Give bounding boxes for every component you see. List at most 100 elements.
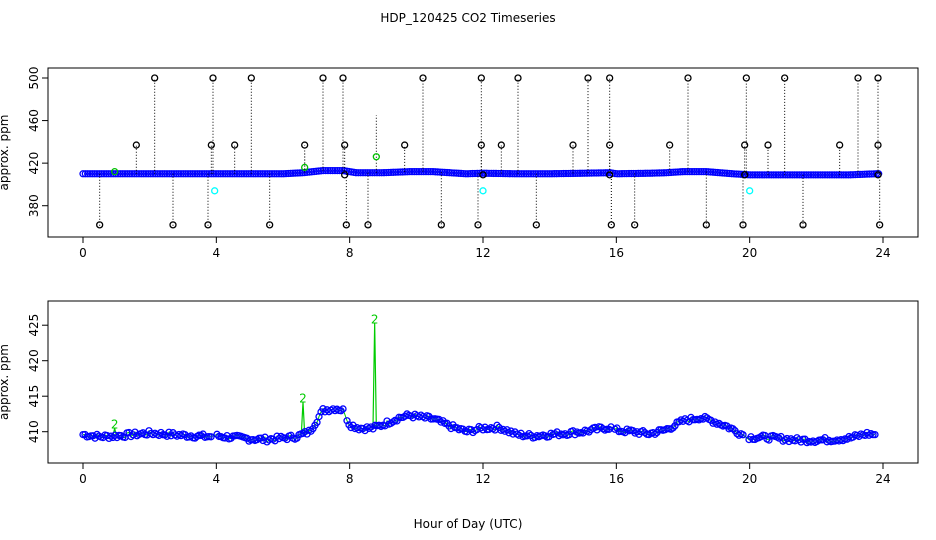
data-point bbox=[438, 168, 446, 176]
data-point bbox=[182, 170, 190, 178]
data-point bbox=[483, 169, 491, 177]
data-point bbox=[259, 170, 267, 178]
data-point bbox=[420, 168, 428, 176]
outlier-point bbox=[479, 171, 487, 179]
outlier-point bbox=[437, 221, 445, 229]
outlier-point bbox=[132, 141, 140, 149]
data-point bbox=[685, 418, 693, 426]
data-point bbox=[119, 170, 127, 178]
y-axis-label: approx. ppm bbox=[0, 115, 11, 191]
data-point bbox=[191, 170, 199, 178]
data-point bbox=[464, 170, 472, 178]
data-point bbox=[676, 168, 684, 176]
data-point bbox=[163, 170, 171, 178]
outlier-point bbox=[606, 141, 614, 149]
data-point bbox=[588, 169, 596, 177]
data-point bbox=[630, 169, 638, 178]
data-point bbox=[744, 171, 752, 179]
outlier-point bbox=[607, 221, 615, 229]
data-point bbox=[520, 170, 528, 178]
data-point bbox=[382, 168, 390, 177]
data-point bbox=[410, 168, 418, 176]
data-point bbox=[296, 169, 304, 177]
outlier-point bbox=[301, 163, 309, 172]
data-point bbox=[651, 169, 659, 177]
data-point bbox=[555, 169, 563, 178]
outlier-point bbox=[341, 141, 349, 149]
data-point bbox=[721, 169, 729, 177]
data-point bbox=[207, 433, 215, 441]
data-point bbox=[821, 171, 829, 179]
data-point bbox=[525, 430, 533, 438]
data-point bbox=[497, 169, 505, 178]
data-point bbox=[814, 171, 822, 179]
data-point bbox=[683, 168, 691, 176]
x-tick-label: 0 bbox=[79, 472, 87, 486]
data-point bbox=[637, 169, 645, 178]
data-points: 2 2 2 bbox=[79, 313, 879, 447]
data-point bbox=[798, 171, 806, 179]
outlier-point bbox=[746, 187, 754, 195]
data-point bbox=[809, 171, 817, 179]
data-point bbox=[760, 171, 768, 179]
data-point bbox=[865, 170, 873, 178]
data-point bbox=[697, 168, 705, 176]
data-point bbox=[105, 170, 113, 178]
data-point bbox=[128, 170, 136, 178]
x-tick-label: 24 bbox=[875, 472, 890, 486]
data-point bbox=[228, 170, 236, 178]
data-point bbox=[126, 170, 134, 178]
data-point bbox=[240, 170, 248, 178]
data-point bbox=[770, 171, 778, 179]
data-point bbox=[553, 170, 561, 178]
data-point bbox=[639, 169, 647, 178]
outlier-point bbox=[741, 141, 749, 149]
data-point bbox=[718, 169, 726, 177]
data-point bbox=[839, 436, 847, 445]
data-point bbox=[175, 170, 183, 178]
outlier-point bbox=[474, 221, 482, 229]
outlier-point bbox=[874, 141, 882, 149]
outlier-point bbox=[799, 221, 807, 229]
outlier-point bbox=[111, 168, 119, 176]
data-point bbox=[625, 169, 633, 178]
data-point bbox=[858, 170, 866, 178]
data-point bbox=[107, 170, 115, 178]
data-point bbox=[765, 436, 773, 444]
data-point bbox=[168, 170, 176, 178]
x-tick-label: 16 bbox=[609, 246, 624, 260]
data-point bbox=[443, 168, 451, 177]
data-point bbox=[280, 170, 288, 178]
data-point bbox=[123, 170, 131, 178]
x-tick-label: 16 bbox=[609, 472, 624, 486]
data-point bbox=[173, 432, 181, 440]
data-point bbox=[658, 169, 666, 177]
data-point bbox=[669, 424, 677, 432]
outlier-point bbox=[231, 141, 239, 149]
data-point bbox=[536, 170, 544, 178]
data-point bbox=[235, 170, 243, 178]
data-point bbox=[541, 170, 549, 178]
data-point bbox=[795, 171, 803, 179]
data-point bbox=[98, 170, 106, 178]
data-point bbox=[765, 171, 773, 179]
data-point bbox=[688, 168, 696, 176]
data-point bbox=[523, 432, 531, 440]
spike-line bbox=[112, 428, 117, 437]
data-point bbox=[522, 170, 530, 178]
plot-frame bbox=[47, 67, 919, 238]
data-point bbox=[429, 168, 437, 176]
data-point bbox=[786, 171, 794, 179]
x-tick-label: 12 bbox=[475, 472, 490, 486]
data-point bbox=[791, 171, 799, 179]
x-tick-label: 12 bbox=[475, 246, 490, 260]
data-point bbox=[189, 170, 197, 178]
data-point bbox=[779, 171, 787, 179]
data-point bbox=[121, 170, 129, 178]
x-tick-label: 24 bbox=[875, 246, 890, 260]
data-point bbox=[282, 169, 290, 178]
outlier-point bbox=[479, 187, 487, 195]
x-tick-label: 4 bbox=[213, 246, 221, 260]
outlier-point bbox=[169, 221, 177, 229]
